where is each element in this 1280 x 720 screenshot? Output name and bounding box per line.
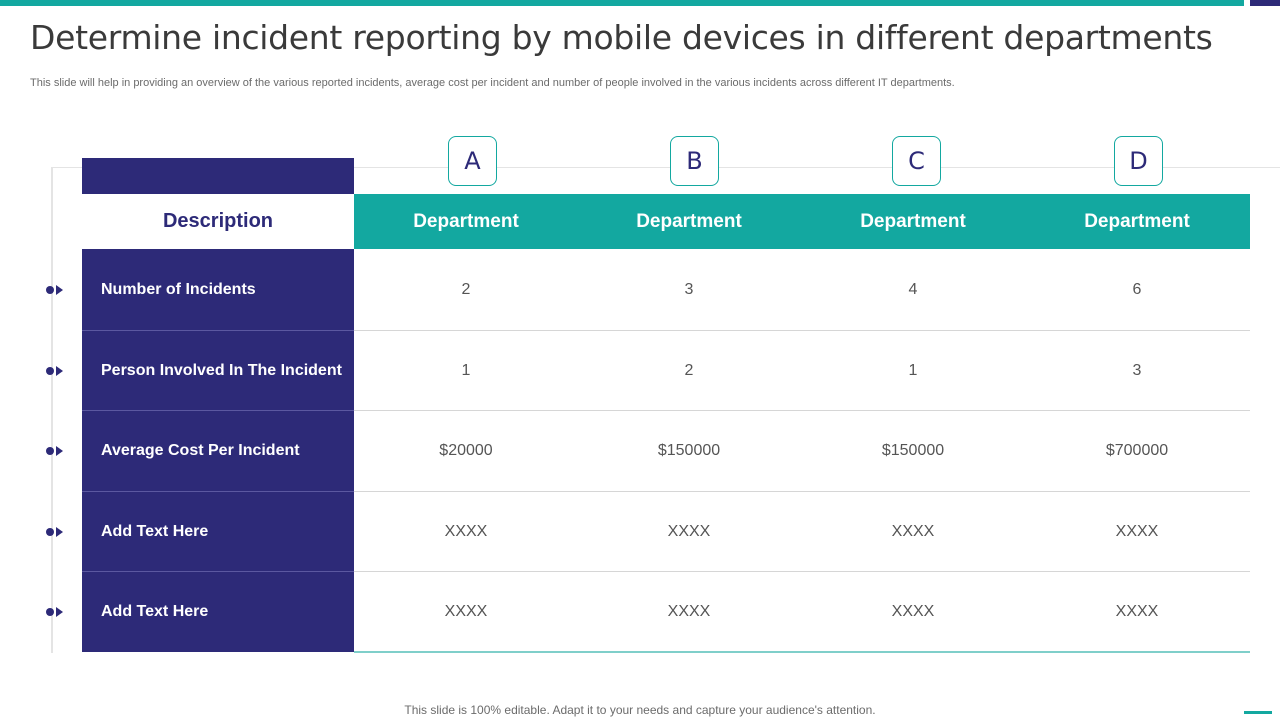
row-separator [82,571,1250,572]
footer-note: This slide is 100% editable. Adapt it to… [404,703,876,717]
row-separator [82,491,1250,492]
row-bullet-icon [44,284,66,296]
table-cell: 2 [461,281,471,298]
department-header-d: Department [1084,210,1190,232]
row-label-average-cost: Average Cost Per Incident [101,442,300,459]
department-badge-d: D [1114,136,1163,186]
table-cell: XXXX [444,523,488,540]
table-cell: XXXX [891,523,935,540]
row-separator [82,330,1250,331]
row-label-number-of-incidents: Number of Incidents [101,281,256,298]
description-header: Description [82,194,354,249]
page-title: Determine incident reporting by mobile d… [30,18,1213,57]
table-cell: $700000 [1105,442,1169,459]
top-accent-bar [0,0,1244,6]
table-cell: 3 [1132,362,1142,379]
department-header-b: Department [636,210,742,232]
row-label-add-text-2: Add Text Here [101,603,209,620]
table-cell: XXXX [1115,523,1159,540]
table-cell: XXXX [891,603,935,620]
row-label-add-text-1: Add Text Here [101,523,209,540]
row-bullet-icon [44,526,66,538]
row-separator [82,410,1250,411]
table-cell: 6 [1132,281,1142,298]
table-cell: 1 [461,362,471,379]
row-bullet-icon [44,365,66,377]
table-cell: XXXX [444,603,488,620]
row-label-persons-involved: Person Involved In The Incident [101,362,342,379]
row-separator-navy [82,571,354,572]
department-badge-c: C [892,136,941,186]
table-cell: 1 [908,362,918,379]
department-badge-b: B [670,136,719,186]
corner-accent [1244,711,1272,714]
row-separator-navy [82,330,354,331]
row-bullet-icon [44,445,66,457]
table-cell: $150000 [657,442,721,459]
table-cell: $150000 [881,442,945,459]
table-cell: 3 [684,281,694,298]
table-cell: $20000 [439,442,493,459]
row-bullet-icon [44,606,66,618]
department-header-a: Department [413,210,519,232]
table-cell: XXXX [1115,603,1159,620]
row-separator-navy [82,410,354,411]
department-header-c: Department [860,210,966,232]
department-badge-a: A [448,136,497,186]
guide-horizontal-line [51,167,1280,168]
table-cell: 4 [908,281,918,298]
top-accent-bar-navy [1250,0,1280,6]
table-cell: XXXX [667,523,711,540]
page-subtitle: This slide will help in providing an ove… [30,77,955,89]
table-cell: XXXX [667,603,711,620]
department-header-band [354,194,1250,249]
table-cell: 2 [684,362,694,379]
table-bottom-line [354,651,1250,653]
row-separator-navy [82,491,354,492]
guide-vertical-line [51,167,53,653]
